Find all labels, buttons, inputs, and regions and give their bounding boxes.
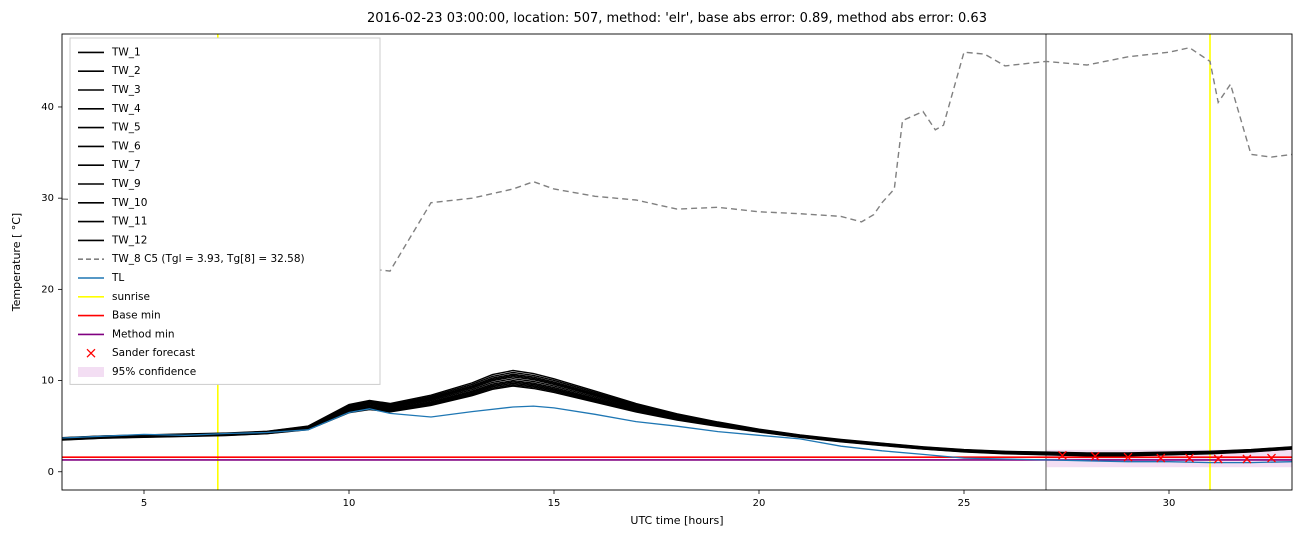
legend-label: sunrise [112, 291, 150, 303]
legend-label: TW_3 [111, 84, 141, 96]
legend-label: TW_10 [111, 197, 147, 209]
x-axis-label: UTC time [hours] [630, 514, 723, 527]
legend-label: TW_1 [111, 46, 141, 58]
legend-label: TL [111, 272, 124, 284]
chart-container: 5 10 15 20 25 30 0 10 20 30 40 UTC time [hours] Temp… [0, 0, 1310, 547]
legend-label: TW_7 [111, 159, 141, 171]
ytick-label: 0 [48, 467, 54, 478]
xtick-label: 10 [343, 498, 356, 509]
legend-label: TW_11 [111, 216, 147, 228]
xtick-label: 5 [141, 498, 147, 509]
y-axis-label: Temperature [ °C] [10, 213, 23, 312]
legend-label: TW_4 [111, 103, 141, 115]
xtick-label: 15 [548, 498, 561, 509]
legend-label: 95% confidence [112, 366, 196, 378]
ytick-label: 40 [41, 102, 54, 113]
legend-label: TW_5 [111, 122, 141, 134]
ytick-label: 30 [41, 193, 54, 204]
legend-label: TW_12 [111, 234, 147, 246]
chart-svg: 5 10 15 20 25 30 0 10 20 30 40 UTC time [hours] Temp… [0, 0, 1310, 547]
xtick-label: 20 [753, 498, 766, 509]
xtick-label: 25 [958, 498, 971, 509]
legend-label: Method min [112, 328, 175, 340]
ytick-label: 10 [41, 376, 54, 387]
legend-label: TW_9 [111, 178, 141, 190]
legend-label: Base min [112, 310, 161, 322]
legend-label: Sander forecast [112, 347, 195, 359]
legend-swatch [78, 367, 104, 377]
legend-label: TW_6 [111, 140, 141, 152]
chart-title: 2016-02-23 03:00:00, location: 507, meth… [367, 11, 987, 26]
legend-label: TW_8 C5 (Tgl = 3.93, Tg[8] = 32.58) [111, 253, 305, 265]
ytick-label: 20 [41, 284, 54, 295]
legend-label: TW_2 [111, 65, 141, 77]
xtick-label: 30 [1163, 498, 1176, 509]
